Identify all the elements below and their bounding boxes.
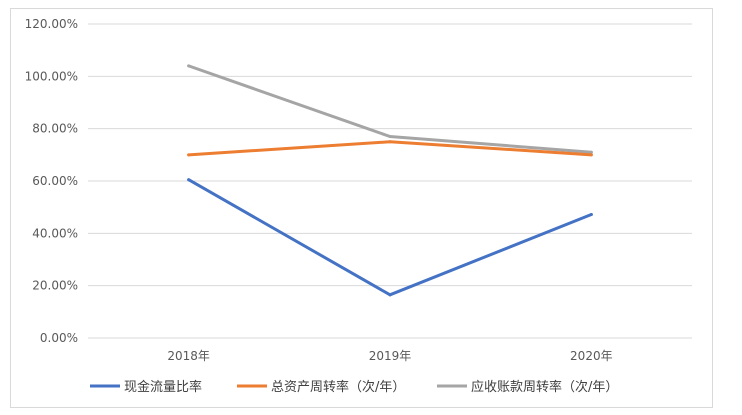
y-tick-label: 20.00% [32, 279, 78, 293]
y-tick-label: 0.00% [40, 331, 78, 345]
y-tick-label: 100.00% [25, 69, 78, 83]
y-tick-label: 120.00% [25, 17, 78, 31]
series-lines [187, 64, 593, 297]
x-tick-label: 2020年 [570, 349, 613, 363]
data-point [388, 135, 392, 139]
data-point [589, 150, 593, 154]
data-point [187, 153, 191, 157]
y-tick-label: 60.00% [32, 174, 78, 188]
series-line-3 [187, 64, 593, 154]
data-point [388, 140, 392, 144]
gridlines [88, 23, 692, 339]
data-point [388, 293, 392, 297]
data-point [187, 178, 191, 182]
data-point [187, 64, 191, 68]
y-axis-ticks: 0.00% 20.00% 40.00% 60.00% 80.00% 100.00% 120.… [25, 17, 78, 345]
series-line-1 [187, 178, 593, 297]
y-tick-label: 40.00% [32, 226, 78, 240]
legend: 现金流量比率 总资产周转率（次/年） 应收账款周转率（次/年） [90, 379, 618, 395]
x-tick-label: 2018年 [167, 349, 210, 363]
x-axis-ticks: 2018年 2019年 2020年 [167, 349, 612, 363]
legend-label: 总资产周转率（次/年） [271, 379, 405, 395]
chart-frame [10, 8, 713, 408]
data-point [589, 212, 593, 216]
y-tick-label: 80.00% [32, 122, 78, 136]
x-tick-label: 2019年 [369, 349, 412, 363]
legend-label: 现金流量比率 [124, 379, 202, 395]
data-point [589, 153, 593, 157]
legend-label: 应收账款周转率（次/年） [471, 379, 618, 395]
